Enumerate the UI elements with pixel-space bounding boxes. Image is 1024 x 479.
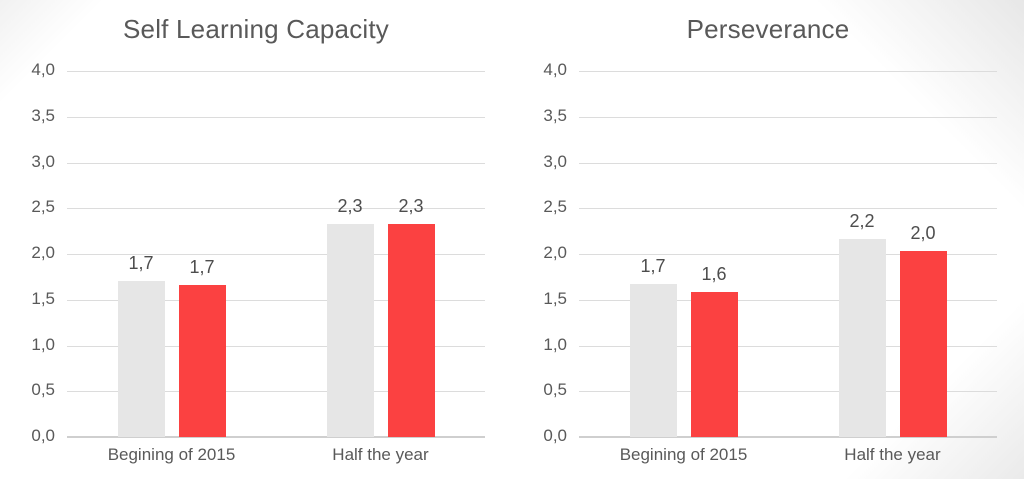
y-tick-label: 3,5 bbox=[543, 105, 567, 125]
gridline bbox=[579, 116, 997, 118]
y-tick-label: 0,5 bbox=[543, 380, 567, 400]
x-category-label: Begining of 2015 bbox=[619, 445, 748, 464]
gridline bbox=[579, 345, 997, 347]
bar-red-half-the-year bbox=[387, 223, 435, 437]
bar-gray-half-the-year bbox=[838, 239, 886, 437]
bar-value-label: 2,3 bbox=[398, 195, 424, 216]
gridline bbox=[67, 299, 485, 301]
y-tick-label: 4,0 bbox=[31, 60, 55, 79]
gridline bbox=[67, 254, 485, 255]
bar-value-label: 2,3 bbox=[337, 195, 363, 216]
gridline bbox=[67, 345, 485, 347]
y-tick-label: 2,0 bbox=[31, 243, 55, 262]
bar-value-label: 1,7 bbox=[128, 253, 154, 274]
y-tick-label: 1,5 bbox=[543, 288, 567, 308]
y-tick-label: 2,0 bbox=[543, 243, 567, 262]
plot-area: 0,0 0,5 1,0 1,5 2,0 2,5 3,0 3,5 4,0 1,7 1,6 Beginin… bbox=[543, 60, 997, 464]
gridline bbox=[579, 391, 997, 393]
gridline bbox=[67, 391, 485, 393]
bar-value-label: 1,7 bbox=[640, 256, 666, 277]
chart-title: Perseverance bbox=[686, 14, 850, 44]
bar-red-begining-of-2015 bbox=[178, 285, 226, 437]
bar-value-label: 1,6 bbox=[701, 264, 727, 285]
bar-value-label: 2,2 bbox=[849, 211, 875, 232]
x-category-label: Half the year bbox=[844, 445, 941, 464]
y-tick-label: 2,5 bbox=[31, 197, 55, 217]
plot-area: 0,0 0,5 1,0 1,5 2,0 2,5 3,0 3,5 4,0 1,7 1,7 Beginin… bbox=[31, 60, 485, 464]
gridline bbox=[67, 71, 485, 72]
y-tick-label: 1,0 bbox=[543, 334, 567, 354]
gridline bbox=[67, 162, 485, 164]
chart-title: Self Learning Capacity bbox=[123, 14, 389, 44]
gridline bbox=[579, 208, 997, 210]
gridline bbox=[579, 162, 997, 164]
bar-red-begining-of-2015 bbox=[690, 292, 738, 437]
x-category-label: Begining of 2015 bbox=[107, 445, 236, 464]
y-tick-label: 3,0 bbox=[31, 151, 55, 171]
chart-perseverance: Perseverance 0,0 0,5 1,0 1,5 2,0 2,5 3,0 3,5 4,0… bbox=[512, 0, 1024, 479]
bar-gray-begining-of-2015 bbox=[117, 281, 165, 437]
bar-value-label: 2,0 bbox=[910, 223, 936, 244]
x-axis-baseline bbox=[579, 436, 997, 438]
y-tick-label: 0,0 bbox=[543, 426, 567, 445]
bar-value-label: 1,7 bbox=[189, 257, 215, 278]
gridline bbox=[67, 208, 485, 210]
bar-gray-half-the-year bbox=[326, 223, 374, 437]
y-tick-label: 1,0 bbox=[31, 334, 55, 354]
y-tick-label: 4,0 bbox=[543, 60, 567, 79]
x-axis-baseline bbox=[67, 436, 485, 438]
bar-red-half-the-year bbox=[899, 251, 947, 437]
y-tick-label: 1,5 bbox=[31, 288, 55, 308]
y-tick-label: 3,5 bbox=[31, 105, 55, 125]
gridline bbox=[67, 116, 485, 118]
gridline bbox=[579, 299, 997, 301]
x-category-label: Half the year bbox=[332, 445, 429, 464]
y-tick-label: 3,0 bbox=[543, 151, 567, 171]
gridline bbox=[579, 71, 997, 72]
y-tick-label: 2,5 bbox=[543, 197, 567, 217]
y-tick-label: 0,5 bbox=[31, 380, 55, 400]
bar-gray-begining-of-2015 bbox=[629, 284, 677, 437]
y-tick-label: 0,0 bbox=[31, 426, 55, 445]
chart-self-learning-capacity: Self Learning Capacity 0,0 0,5 1,0 1,5 2,0 2,… bbox=[31, 14, 485, 464]
gridline bbox=[579, 254, 997, 255]
